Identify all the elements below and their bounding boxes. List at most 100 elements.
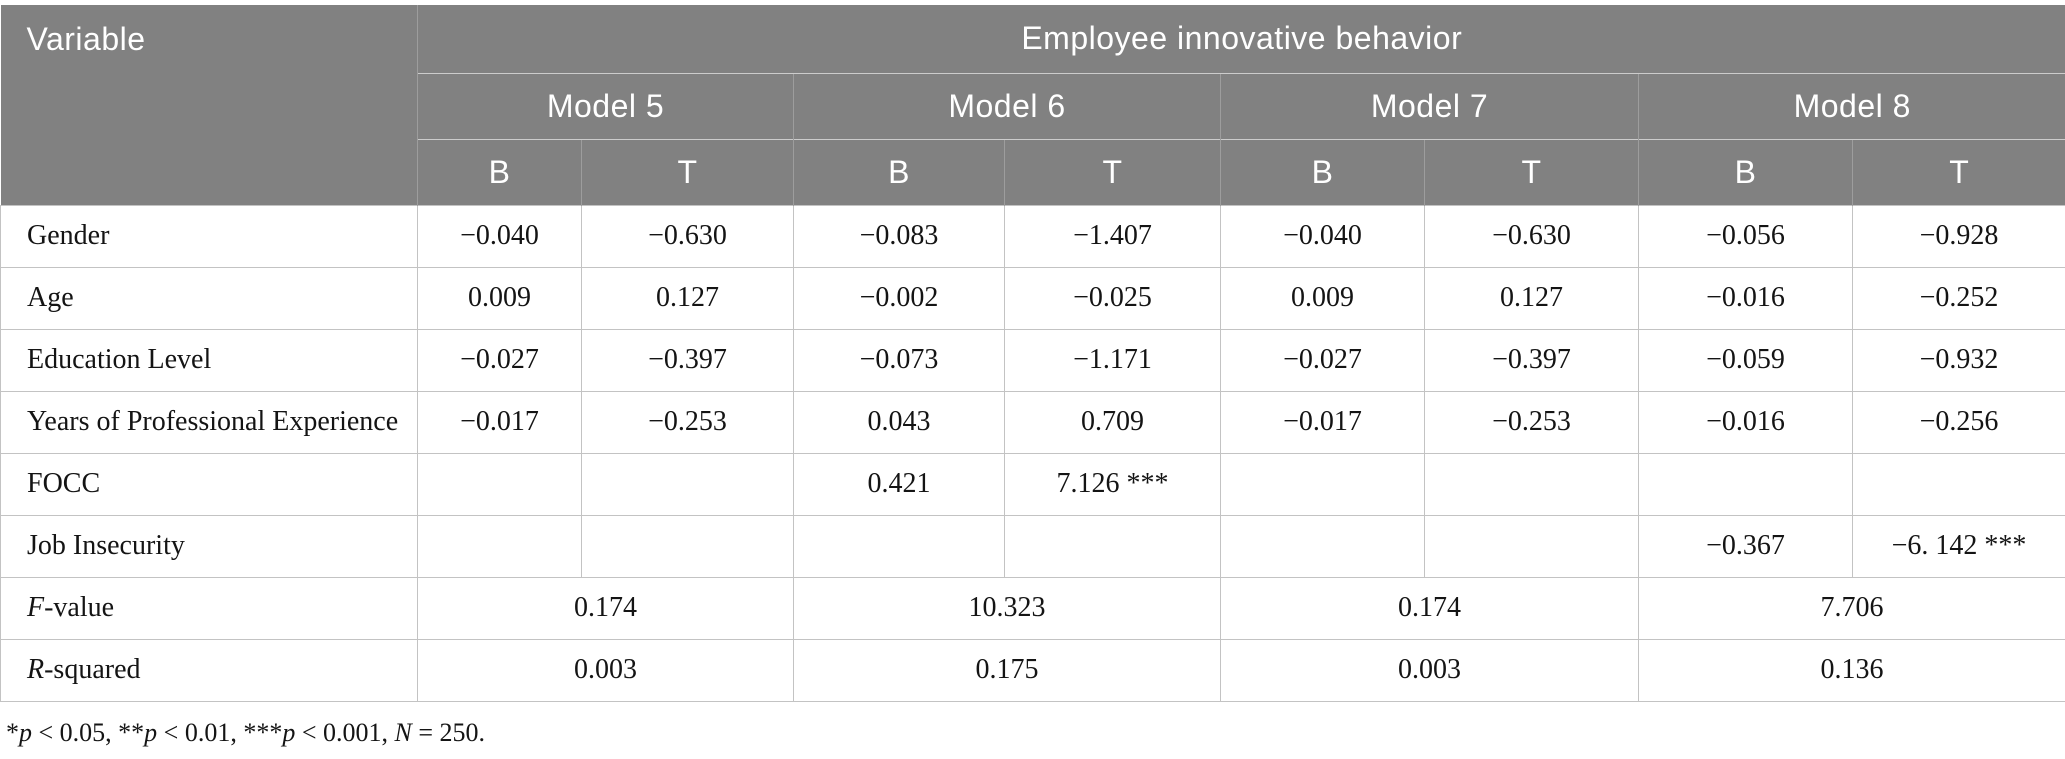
text-segment: N [394, 717, 412, 747]
data-cell: −0.059 [1638, 328, 1853, 392]
summary-cell: 7.706 [1637, 576, 2065, 640]
row-label: Education Level [0, 328, 418, 392]
summary-row: F-value 0.174 10.323 0.174 7.706 [0, 576, 2065, 640]
summary-cell: 10.323 [793, 576, 1221, 640]
text-segment: = 250. [411, 717, 486, 747]
data-cell [581, 514, 794, 578]
data-cell [1220, 452, 1425, 516]
data-cell: −0.253 [581, 390, 794, 454]
summary-cell: 0.174 [1220, 576, 1639, 640]
text-segment: p [144, 717, 158, 747]
table-row: Job Insecurity −0.367 −6. 142 *** [0, 514, 2065, 578]
data-cell: −0.253 [1424, 390, 1639, 454]
column-header-t: T [581, 138, 794, 205]
data-cell [1004, 514, 1221, 578]
data-cell: −0.367 [1638, 514, 1853, 578]
column-header-b: B [417, 138, 582, 205]
data-cell: 7.126 *** [1004, 452, 1221, 516]
summary-cell: 0.003 [1220, 638, 1639, 702]
table-row: Education Level −0.027 −0.397 −0.073 −1.171−… [0, 328, 2065, 392]
column-header-t: T [1851, 138, 2065, 205]
summary-cell: 0.136 [1637, 638, 2065, 702]
row-label: F-value [0, 576, 418, 640]
header-row-group: Variable Employee innovative behavior [0, 5, 2065, 205]
data-cell: −0.928 [1851, 204, 2065, 268]
data-cell: 0.127 [1424, 266, 1639, 330]
column-header-model-7: Model 7 [1220, 72, 1639, 139]
text-segment: -squared [44, 654, 141, 685]
table-header: Variable Employee innovative behavior Mo… [0, 5, 2065, 205]
data-cell: −0.630 [1424, 204, 1639, 268]
column-header-b: B [1638, 138, 1853, 205]
row-label: R-squared [0, 638, 418, 702]
column-header-variable: Variable [0, 5, 418, 205]
data-cell: −0.027 [1220, 328, 1425, 392]
column-header-b: B [1220, 138, 1425, 205]
text-segment: < 0.01, *** [157, 717, 283, 747]
summary-row: R-squared 0.003 0.175 0.003 0.136 [0, 638, 2065, 702]
text-segment: < 0.05, ** [32, 717, 145, 747]
data-cell: −0.397 [581, 328, 794, 392]
header-row-stats: B T B T B T B T [1, 138, 2065, 205]
data-cell [793, 514, 1005, 578]
data-cell [417, 514, 582, 578]
data-cell: −0.073 [793, 328, 1005, 392]
data-cell [1424, 452, 1639, 516]
table-body: Gender −0.040 −0.630 −0.083 −1.407 −0.040 −0.6… [0, 204, 2065, 702]
column-header-b: B [793, 138, 1005, 205]
data-cell: −0.932 [1851, 328, 2065, 392]
row-label: Gender [0, 204, 418, 268]
summary-cell: 0.175 [793, 638, 1221, 702]
table-row: FOCC 0.421 7.126 *** [0, 452, 2065, 516]
column-header-group: Employee innovative behavior [416, 5, 2065, 73]
data-cell: −1.407 [1004, 204, 1221, 268]
data-cell: −0.017 [1220, 390, 1425, 454]
data-cell: −0.040 [417, 204, 582, 268]
row-label: Age [0, 266, 418, 330]
text-segment: R [27, 654, 45, 685]
data-cell: −0.027 [417, 328, 582, 392]
data-cell: −0.040 [1220, 204, 1425, 268]
data-cell [1424, 514, 1639, 578]
data-cell [1220, 514, 1425, 578]
data-cell: 0.709 [1004, 390, 1221, 454]
column-header-model-8: Model 8 [1637, 72, 2065, 139]
data-cell: −0.016 [1638, 266, 1853, 330]
summary-cell: 0.174 [417, 576, 794, 640]
table-row: Gender −0.040 −0.630 −0.083 −1.407 −0.040 −0.6… [0, 204, 2065, 268]
table-row: Age 0.009 0.127 −0.002 −0.025 0.009 0.127 −0.01… [0, 266, 2065, 330]
data-cell [581, 452, 794, 516]
data-cell: −0.025 [1004, 266, 1221, 330]
data-cell: 0.127 [581, 266, 794, 330]
data-cell: −6. 142 *** [1851, 514, 2065, 578]
column-header-model-5: Model 5 [417, 72, 794, 139]
row-label: Years of Professional Experience [0, 390, 418, 454]
header-row-models: Model 5 Model 6 Model 7 Model 8 [1, 72, 2065, 139]
text-segment: * [6, 717, 19, 747]
data-cell: 0.009 [417, 266, 582, 330]
data-cell: −0.083 [793, 204, 1005, 268]
data-cell: 0.421 [793, 452, 1005, 516]
data-cell: −0.016 [1638, 390, 1853, 454]
summary-cell: 0.003 [417, 638, 794, 702]
text-segment: -value [44, 592, 115, 623]
text-segment: < 0.001, [295, 717, 395, 747]
data-cell: −0.252 [1851, 266, 2065, 330]
data-cell: −0.397 [1424, 328, 1639, 392]
text-segment: p [19, 717, 32, 747]
footnote: *p < 0.05, **p < 0.01, ***p < 0.001, N =… [6, 718, 2065, 748]
column-header-t: T [1424, 138, 1639, 205]
data-cell: 0.009 [1220, 266, 1425, 330]
data-cell: −0.630 [581, 204, 794, 268]
data-cell: −0.017 [417, 390, 582, 454]
data-cell: −0.256 [1851, 390, 2065, 454]
table-row: Years of Professional Experience −0.017 −0… [0, 390, 2065, 454]
column-header-t: T [1004, 138, 1221, 205]
text-segment: p [282, 717, 296, 747]
data-cell [1851, 452, 2065, 516]
regression-table: Variable Employee innovative behavior Mo… [0, 5, 2065, 702]
data-cell: 0.043 [793, 390, 1005, 454]
data-cell: −1.171 [1004, 328, 1221, 392]
data-cell [417, 452, 582, 516]
